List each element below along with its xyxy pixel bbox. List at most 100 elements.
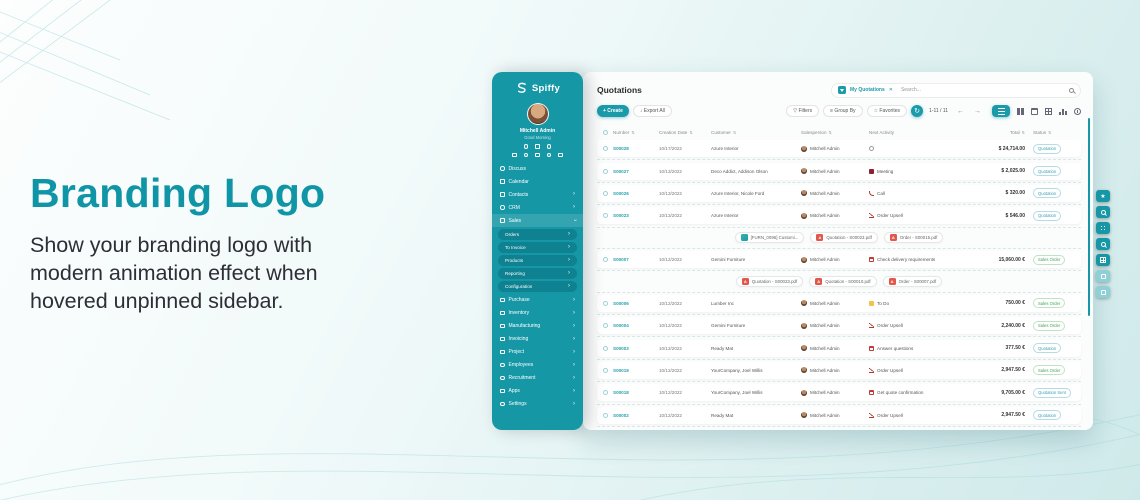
row-number[interactable]: S00007 bbox=[613, 257, 629, 263]
row-number[interactable]: S00027 bbox=[613, 168, 629, 174]
sidebar-item-invoicing[interactable]: Invoicing › bbox=[492, 333, 583, 346]
column-header-total[interactable]: Total bbox=[977, 130, 1033, 135]
inbox-icon[interactable] bbox=[546, 144, 552, 149]
row-number[interactable]: S00019 bbox=[613, 367, 629, 373]
row-next-activity[interactable]: Order Upsell bbox=[869, 213, 977, 219]
attachment-chip[interactable]: A Quotation - S00010.pdf bbox=[809, 275, 877, 287]
next-page-button[interactable]: → bbox=[974, 107, 981, 115]
row-next-activity[interactable]: Order Upsell bbox=[869, 323, 977, 329]
kanban-view-icon[interactable] bbox=[1017, 107, 1024, 115]
table-row[interactable]: S00004 10/12/2022 Gemini Furniture Mitch… bbox=[597, 317, 1081, 335]
activity-view-icon[interactable] bbox=[1074, 107, 1081, 115]
table-row[interactable]: S00007 10/12/2022 Gemini Furniture Mitch… bbox=[597, 251, 1081, 269]
search-icon[interactable] bbox=[1069, 87, 1074, 93]
export-all-button[interactable]: ↓ Export All bbox=[632, 105, 672, 117]
row-number[interactable]: S00026 bbox=[613, 190, 629, 196]
column-header-next-activity[interactable]: Next Activity bbox=[869, 129, 895, 135]
row-next-activity[interactable]: Order Upsell bbox=[869, 412, 977, 418]
prev-page-button[interactable]: ← bbox=[957, 107, 964, 115]
table-row[interactable]: S00023 10/13/2022 Azure Interior Mitchel… bbox=[597, 207, 1081, 225]
sidebar-item-sales[interactable]: Sales › bbox=[492, 214, 583, 227]
side-button-zoom[interactable] bbox=[1096, 238, 1110, 250]
row-next-activity[interactable]: Check delivery requirements bbox=[869, 257, 977, 263]
lock-icon[interactable] bbox=[546, 152, 552, 157]
row-checkbox[interactable] bbox=[602, 146, 608, 152]
row-number[interactable]: S00002 bbox=[613, 412, 629, 418]
bell-icon[interactable] bbox=[535, 144, 540, 149]
row-number[interactable]: S00023 bbox=[613, 213, 629, 219]
network-icon[interactable] bbox=[535, 152, 540, 157]
row-checkbox[interactable] bbox=[602, 412, 608, 418]
row-checkbox[interactable] bbox=[602, 300, 608, 306]
row-next-activity[interactable] bbox=[869, 146, 977, 152]
table-row[interactable]: S00018 10/12/2022 YourCompany, Joel Will… bbox=[597, 384, 1081, 402]
row-next-activity[interactable]: Call bbox=[869, 190, 977, 196]
attachment-chip[interactable]: A Quotation - S00023.pdf bbox=[810, 232, 878, 244]
scrollbar[interactable] bbox=[1087, 118, 1090, 316]
table-row[interactable]: S00027 10/13/2022 Deco Addict, Addison O… bbox=[597, 162, 1081, 180]
sidebar-item-to-invoice[interactable]: To Invoice › bbox=[498, 241, 577, 253]
send-icon[interactable] bbox=[523, 144, 529, 149]
side-button-expand[interactable] bbox=[1096, 222, 1110, 234]
sidebar-item-calendar[interactable]: Calendar bbox=[492, 175, 583, 188]
row-number[interactable]: S00003 bbox=[613, 345, 629, 351]
sidebar-item-reporting[interactable]: Reporting › bbox=[498, 267, 577, 279]
row-number[interactable]: S00028 bbox=[613, 146, 629, 152]
graph-view-icon[interactable] bbox=[1059, 107, 1067, 115]
attachment-chip[interactable]: [FURN_0096] Customi... bbox=[734, 232, 805, 244]
row-checkbox[interactable] bbox=[602, 367, 608, 373]
row-checkbox[interactable] bbox=[602, 323, 608, 329]
sidebar-item-contacts[interactable]: Contacts › bbox=[492, 188, 583, 201]
sidebar-item-products[interactable]: Products › bbox=[498, 254, 577, 266]
row-checkbox[interactable] bbox=[602, 390, 608, 396]
sidebar-item-orders[interactable]: Orders › bbox=[498, 228, 577, 240]
sidebar-item-purchase[interactable]: Purchase › bbox=[492, 294, 583, 307]
sidebar-item-configuration[interactable]: Configuration › bbox=[498, 280, 577, 292]
table-row[interactable]: S00028 10/17/2022 Azure Interior Mitchel… bbox=[597, 140, 1081, 158]
active-filter-chip[interactable]: My Quotations bbox=[850, 87, 885, 93]
sidebar-item-discuss[interactable]: Discuss bbox=[492, 162, 583, 175]
search-bar[interactable]: My Quotations ✕ Search... bbox=[831, 82, 1081, 98]
pivot-view-icon[interactable] bbox=[1045, 107, 1052, 115]
table-row[interactable]: S00006 10/12/2022 Lumber Inc Mitchell Ad… bbox=[597, 294, 1081, 312]
attachment-chip[interactable]: A Order - S00015.pdf bbox=[883, 232, 944, 244]
sidebar-item-apps[interactable]: Apps › bbox=[492, 385, 583, 398]
sidebar-item-inventory[interactable]: Inventory › bbox=[492, 307, 583, 320]
search-input[interactable]: Search... bbox=[900, 87, 921, 93]
row-next-activity[interactable]: Get quote confirmation bbox=[869, 390, 977, 396]
row-next-activity[interactable]: Order Upsell bbox=[869, 367, 977, 373]
side-button-quick-chat[interactable] bbox=[1096, 270, 1110, 282]
column-header-status[interactable]: Status bbox=[1033, 130, 1081, 135]
table-row[interactable]: S00002 10/12/2022 Ready Mat Mitchell Adm… bbox=[597, 406, 1081, 424]
sidebar-item-crm[interactable]: CRM › bbox=[492, 201, 583, 214]
remove-filter-icon[interactable]: ✕ bbox=[888, 87, 893, 93]
row-checkbox[interactable] bbox=[602, 190, 608, 196]
filters-button[interactable]: ▽ Filters bbox=[786, 105, 820, 117]
sidebar-item-settings[interactable]: Settings › bbox=[492, 398, 583, 411]
side-button-quick-label[interactable] bbox=[1096, 286, 1110, 298]
list-view-button[interactable] bbox=[992, 105, 1010, 117]
table-row[interactable]: S00003 10/12/2022 Ready Mat Mitchell Adm… bbox=[597, 339, 1081, 357]
sidebar-item-manufacturing[interactable]: Manufacturing › bbox=[492, 320, 583, 333]
vehicle-icon[interactable] bbox=[512, 152, 517, 157]
table-row[interactable]: S00019 10/12/2022 YourCompany, Joel Will… bbox=[597, 361, 1081, 379]
calendar-view-icon[interactable] bbox=[1031, 107, 1038, 115]
sidebar-item-project[interactable]: Project › bbox=[492, 346, 583, 359]
favorites-button[interactable]: ☆ Favorites bbox=[866, 105, 907, 117]
side-button-search[interactable] bbox=[1096, 206, 1110, 218]
table-row[interactable]: S00026 10/13/2022 Azure Interior, Nicole… bbox=[597, 184, 1081, 202]
row-checkbox[interactable] bbox=[602, 168, 608, 174]
side-button-favorite[interactable] bbox=[1096, 190, 1110, 202]
attachment-chip[interactable]: A Order - S00007.pdf bbox=[882, 275, 943, 287]
column-header-salesperson[interactable]: Salesperson bbox=[801, 130, 869, 135]
row-checkbox[interactable] bbox=[602, 213, 608, 219]
column-header-creation-date[interactable]: Creation Date bbox=[659, 130, 711, 135]
row-number[interactable]: S00004 bbox=[613, 323, 629, 329]
create-button[interactable]: + Create bbox=[597, 105, 629, 117]
row-number[interactable]: S00006 bbox=[613, 300, 629, 306]
user-avatar[interactable] bbox=[526, 103, 549, 125]
attachment-chip[interactable]: A Quotation - S00023.pdf bbox=[735, 275, 804, 287]
sidebar-item-employees[interactable]: Employees › bbox=[492, 359, 583, 372]
row-checkbox[interactable] bbox=[602, 257, 608, 263]
refresh-button[interactable]: ↻ bbox=[911, 105, 923, 117]
